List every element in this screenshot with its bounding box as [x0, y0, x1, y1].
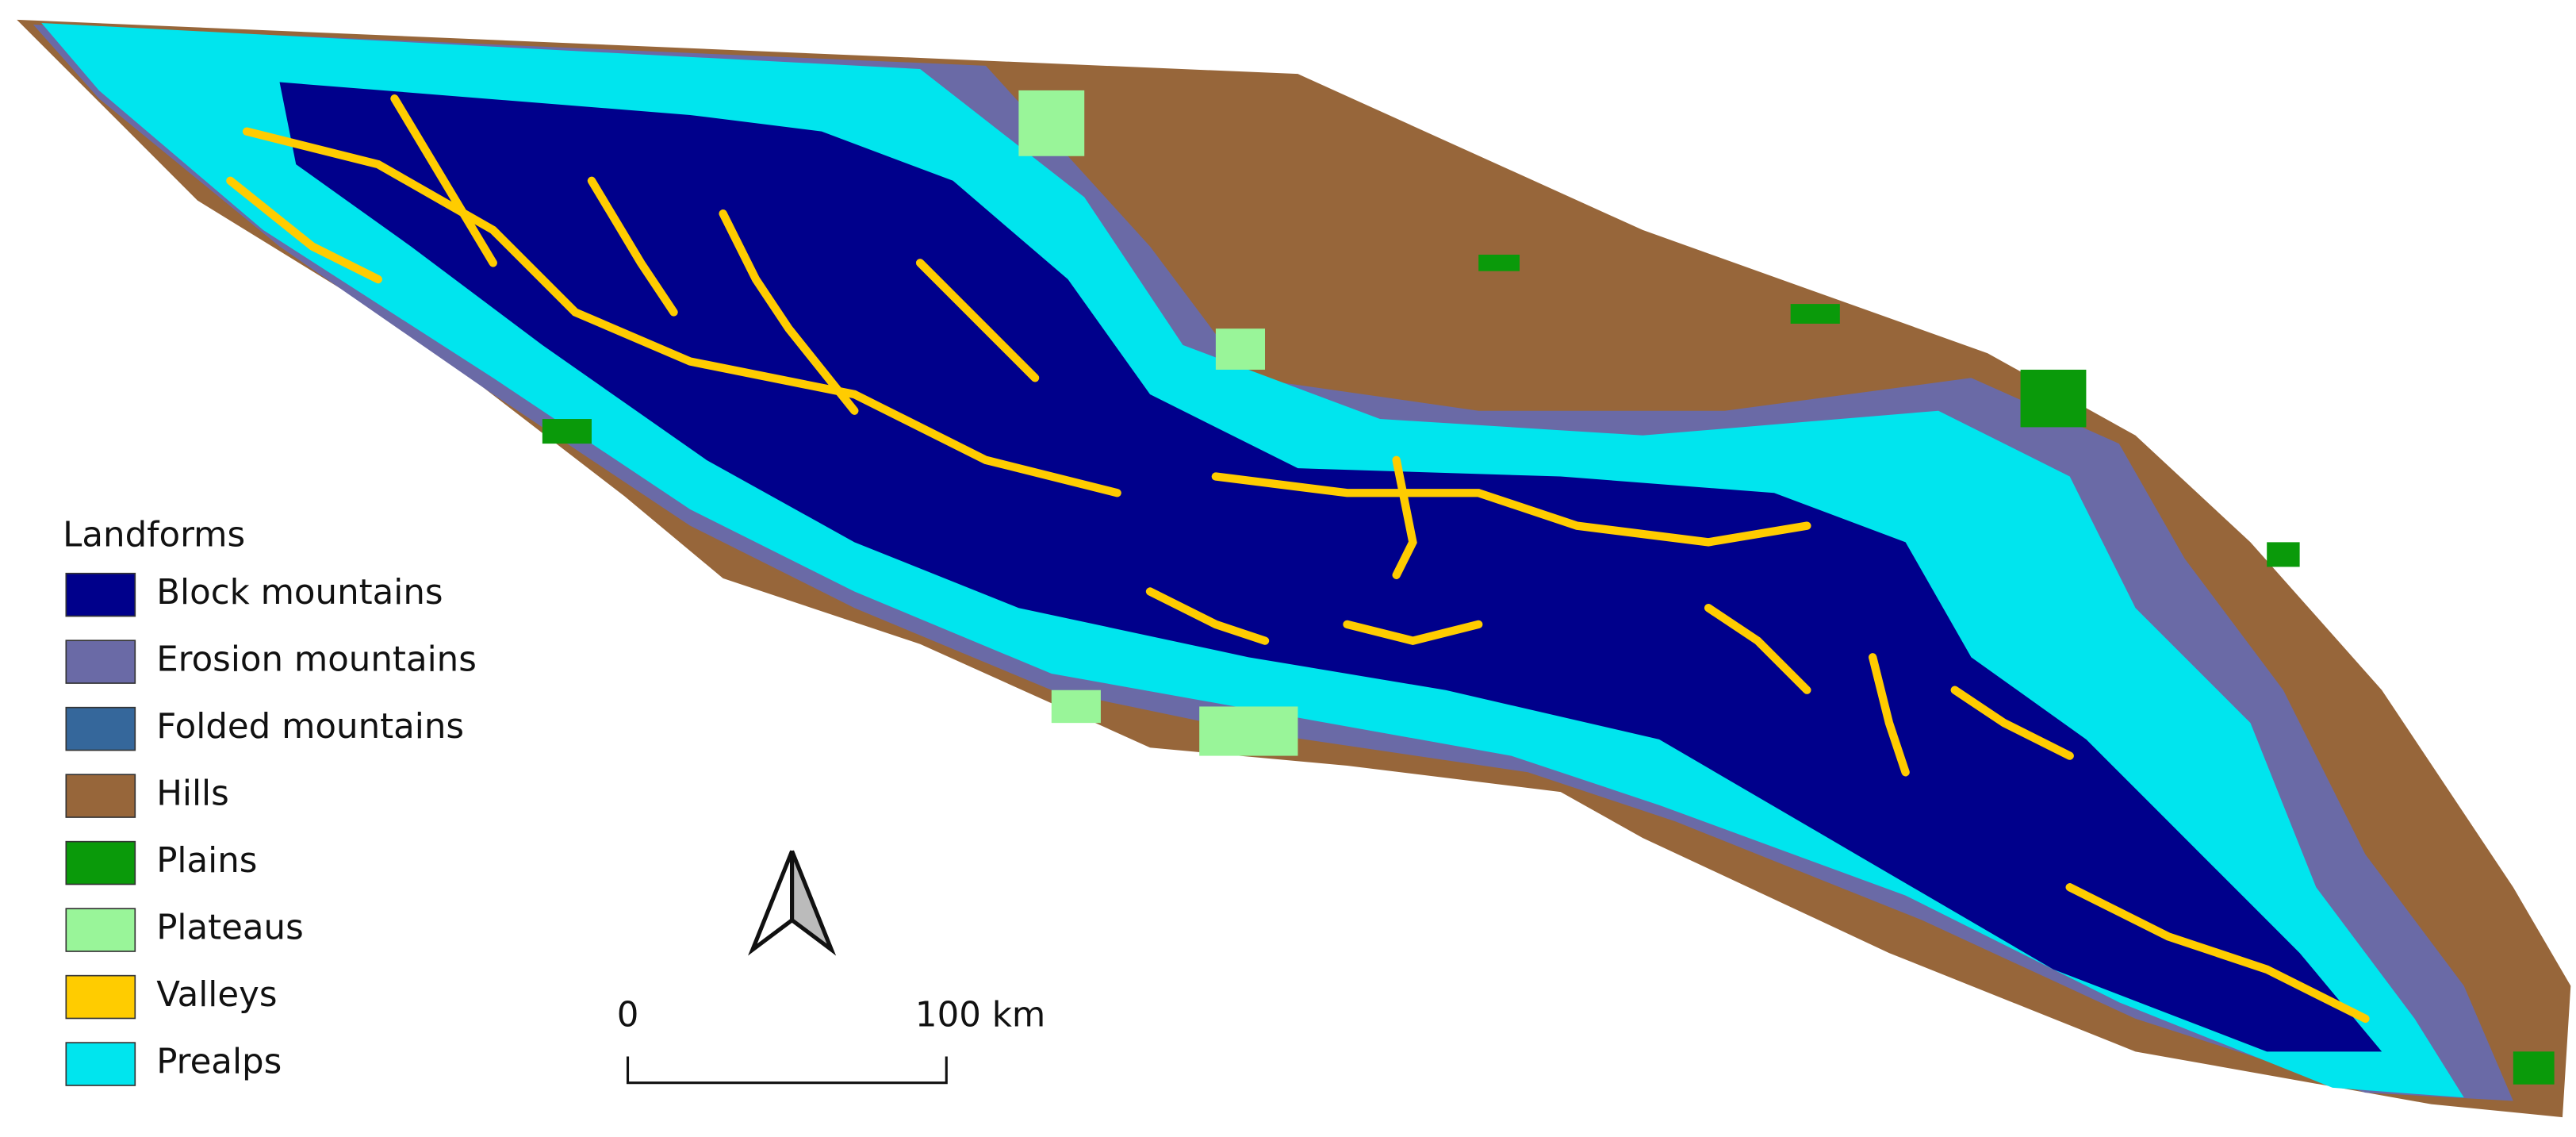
legend-swatch	[65, 640, 136, 684]
legend-swatch	[65, 572, 136, 617]
legend-label: Valleys	[156, 975, 277, 1015]
legend-label: Prealps	[156, 1043, 282, 1082]
legend-title: Landforms	[63, 516, 245, 555]
legend-swatch	[65, 774, 136, 818]
legend-label: Folded mountains	[156, 707, 464, 747]
legend-label: Block mountains	[156, 573, 443, 613]
legend-swatch	[65, 1042, 136, 1086]
plateaus-patches	[1018, 90, 1298, 756]
scale-start-label: 0	[617, 995, 639, 1035]
legend: Landforms Block mountains Erosion mountai…	[63, 516, 477, 1086]
plains-patches	[542, 254, 2555, 1085]
legend-label: Plateaus	[156, 908, 304, 948]
scale-bar: 0 100 km	[617, 995, 1045, 1085]
valleys	[226, 94, 2370, 1024]
north-arrow	[748, 850, 837, 956]
map-area	[17, 19, 2571, 1118]
legend-label: Erosion mountains	[156, 640, 477, 680]
legend-swatch	[65, 706, 136, 751]
legend-swatch	[65, 840, 136, 885]
legend-label: Hills	[156, 774, 229, 814]
block-mountain-core	[279, 82, 2382, 1052]
legend-swatch	[65, 974, 136, 1020]
legend-label: Plains	[156, 841, 257, 881]
legend-swatch	[65, 908, 136, 952]
scale-end-label: 100 km	[915, 995, 1045, 1035]
